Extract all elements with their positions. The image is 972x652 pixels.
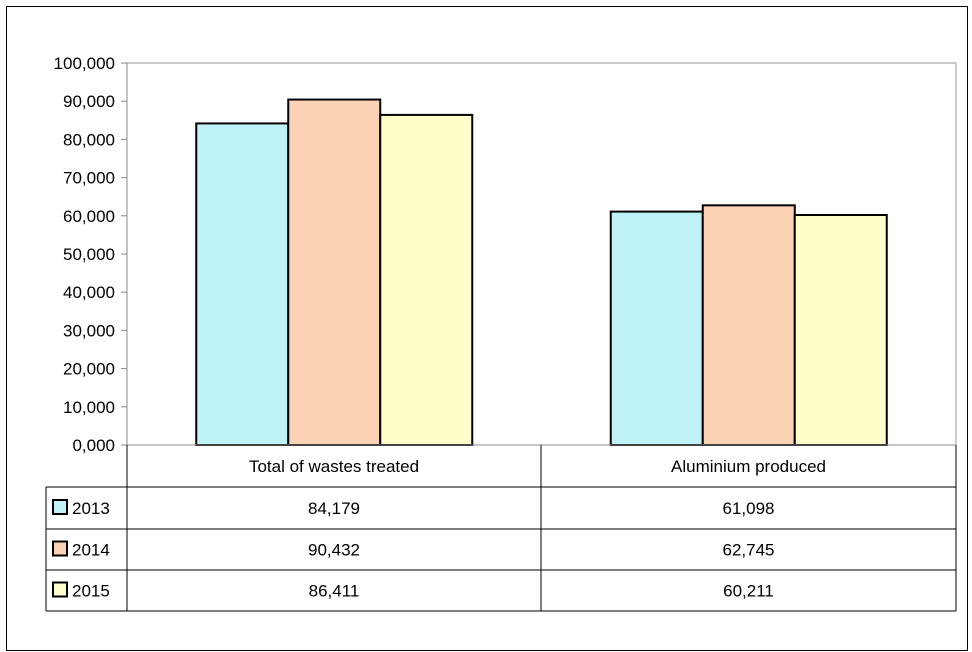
y-tick-label: 100,000 xyxy=(54,54,115,73)
bar-2015-aluminium xyxy=(793,213,888,446)
bar-2013-wastes xyxy=(195,122,290,446)
data-table-value: 61,098 xyxy=(723,499,775,518)
y-tick-label: 50,000 xyxy=(63,245,115,264)
y-tick-label: 10,000 xyxy=(63,398,115,417)
data-table-value: 60,211 xyxy=(723,582,774,601)
bar-2015-wastes xyxy=(379,113,474,447)
bar-2013-aluminium xyxy=(609,210,704,446)
x-tick-label: Total of wastes treated xyxy=(249,457,419,476)
data-table-value: 84,179 xyxy=(308,499,360,518)
data-table-value: 62,745 xyxy=(723,541,775,560)
legend-label: 2014 xyxy=(72,541,110,560)
y-tick-label: 70,000 xyxy=(63,169,115,188)
data-table-value: 90,432 xyxy=(308,541,360,560)
bar-2014-aluminium xyxy=(701,204,796,446)
y-axis: 0,000 10,000 20,000 30,000 40,000 50,000 60,00… xyxy=(54,54,956,455)
data-table: Total of wastes treated Aluminium produce… xyxy=(45,445,957,612)
y-tick-label: 80,000 xyxy=(63,130,115,149)
y-tick-label: 20,000 xyxy=(63,360,115,379)
chart-frame xyxy=(6,6,968,651)
legend-key-2015 xyxy=(52,581,68,598)
legend-label: 2013 xyxy=(72,499,110,518)
y-tick-label: 40,000 xyxy=(63,283,115,302)
y-tick-label: 90,000 xyxy=(63,92,115,111)
y-tick-label: 60,000 xyxy=(63,207,115,226)
x-tick-label: Aluminium produced xyxy=(671,457,826,476)
y-tick-label: 0,000 xyxy=(72,436,115,455)
y-tick-label: 30,000 xyxy=(63,321,115,340)
data-table-value: 86,411 xyxy=(309,582,360,601)
bar-2014-wastes xyxy=(287,98,382,446)
legend-label: 2015 xyxy=(72,582,110,601)
legend-key-2014 xyxy=(52,540,68,557)
legend-key-2013 xyxy=(52,499,68,515)
